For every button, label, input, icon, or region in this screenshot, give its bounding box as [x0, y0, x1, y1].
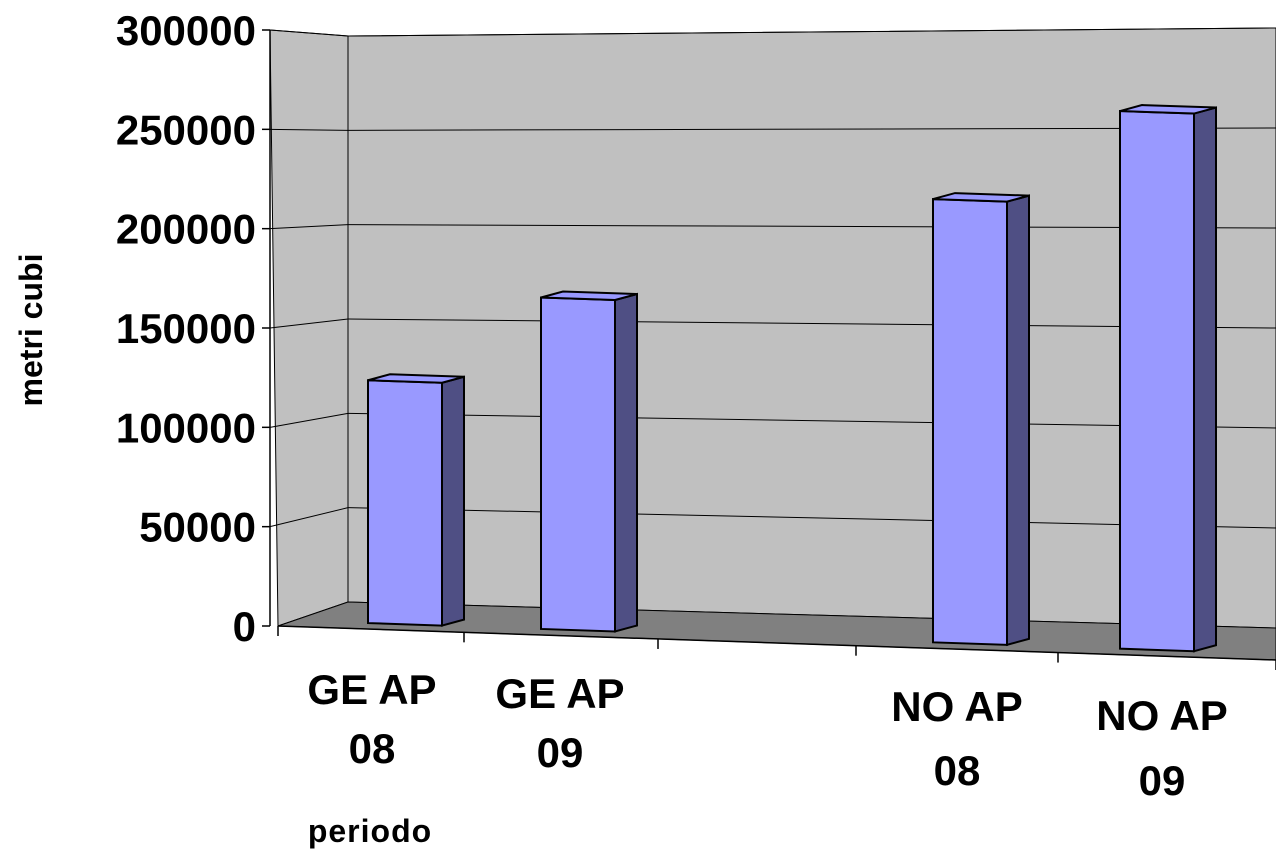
gridline-side [269, 318, 349, 329]
bar-top [932, 192, 1030, 203]
bar-top [1119, 104, 1217, 115]
x-axis-line [277, 625, 1276, 661]
x-tick-labels: GE AP 08 GE AP 09 NO AP 08 NO AP 09 [307, 666, 1227, 804]
x-axis-title: periodo [308, 813, 432, 849]
axes [262, 29, 1276, 670]
x-tick-label: GE AP [495, 670, 624, 717]
y-tick-label: 100000 [116, 404, 256, 451]
y-tick-labels: 0 50000 100000 150000 200000 250000 300000 [116, 7, 256, 650]
side-wall [269, 29, 349, 627]
bar-side [441, 375, 465, 627]
y-tick-label: 0 [233, 603, 256, 650]
y-tick-label: 200000 [116, 206, 256, 253]
x-tick-label: 09 [1139, 757, 1186, 804]
bar-side [1006, 194, 1030, 647]
bar-front [540, 296, 616, 633]
x-tick-label: 08 [349, 725, 396, 772]
bar-side [1193, 106, 1217, 653]
x-tick-label: 09 [537, 729, 584, 776]
bar-top [540, 290, 638, 302]
y-tick-label: 50000 [139, 504, 256, 551]
bars [367, 104, 1217, 653]
x-tick-label: GE AP [307, 666, 436, 713]
x-tick-label: 08 [934, 747, 981, 794]
gridline-side [269, 412, 349, 428]
bar-top [367, 373, 465, 384]
bar-side [614, 292, 638, 633]
y-tick-label: 150000 [116, 305, 256, 352]
bar-front [1119, 109, 1195, 653]
gridline-back [347, 27, 1276, 37]
y-axis-title: metri cubi [13, 254, 49, 407]
x-tick-label: NO AP [891, 683, 1022, 730]
x-tick-label: NO AP [1096, 692, 1227, 739]
y-tick-label: 250000 [116, 106, 256, 153]
gridline-side [269, 507, 349, 528]
gridline-side [269, 128, 349, 131]
gridline-side [269, 29, 349, 37]
bar-front [932, 198, 1008, 646]
bar-front [367, 379, 443, 627]
y-tick-label: 300000 [116, 7, 256, 54]
gridline-side [269, 224, 349, 230]
